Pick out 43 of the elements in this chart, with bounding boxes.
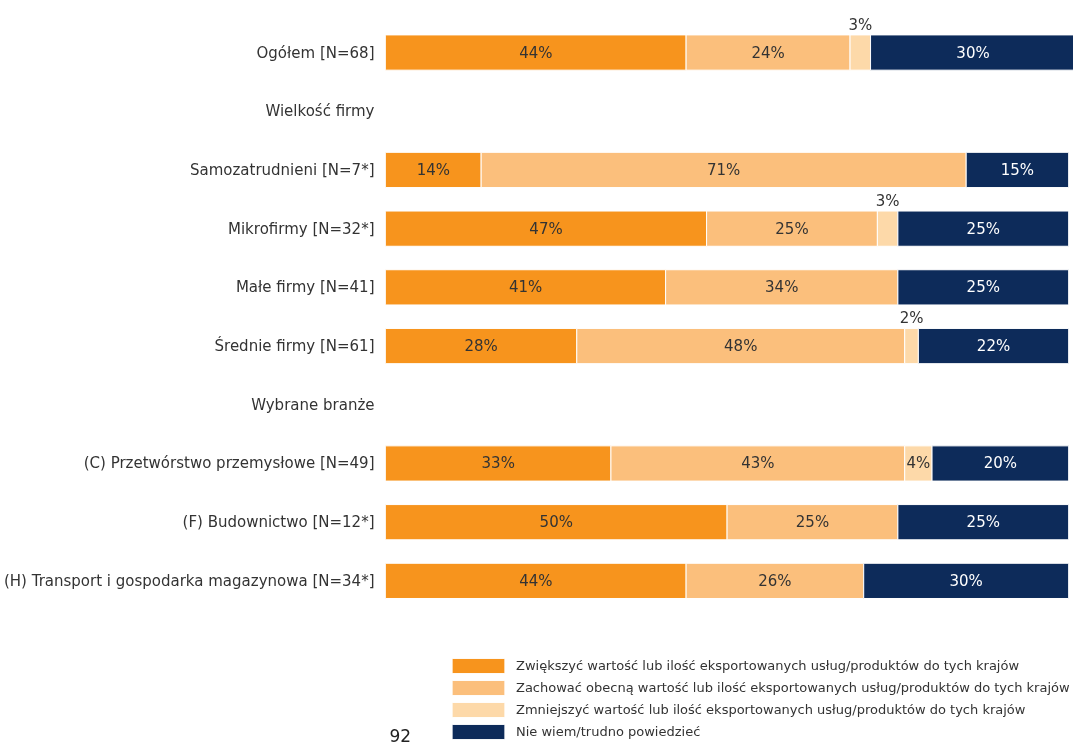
data-label: 34% — [765, 278, 799, 297]
data-label: 44% — [519, 571, 553, 590]
data-label: 3% — [848, 15, 873, 34]
data-label: 50% — [539, 513, 573, 532]
data-label: 4% — [906, 454, 931, 473]
legend-label: Zmniejszyć wartość lub ilość eksportowanych usług/produktów do tych krajów — [516, 702, 1026, 717]
data-label: 3% — [875, 192, 900, 211]
data-label: 25% — [966, 278, 1000, 297]
y-tick-label: Ogółem [N=68] — [256, 43, 375, 62]
data-label: 44% — [519, 43, 553, 62]
data-label: 28% — [464, 337, 498, 356]
data-label: 71% — [707, 160, 741, 179]
data-label: 43% — [741, 454, 775, 473]
data-label: 25% — [966, 219, 1000, 238]
y-tick-label: Średnie firmy [N=61] — [214, 336, 375, 356]
data-label: 48% — [724, 337, 758, 356]
legend-label: Nie wiem/trudno powiedzieć — [516, 724, 701, 739]
data-label: 15% — [1000, 160, 1035, 179]
data-label: 33% — [481, 454, 515, 473]
legend-label: Zwiększyć wartość lub ilość eksportowanych usług/produktów do tych krajów — [516, 658, 1020, 673]
data-label: 24% — [751, 43, 785, 62]
data-label: 30% — [956, 43, 990, 62]
data-label: 2% — [899, 309, 924, 328]
data-label: 20% — [983, 454, 1018, 473]
y-tick-label: (C) Przetwórstwo przemysłowe [N=49] — [83, 454, 375, 473]
legend-label: Zachować obecną wartość lub ilość eksportowanych usług/produktów do tych krajów — [516, 680, 1070, 695]
y-tick-label: (F) Budownictwo [N=12*] — [182, 513, 375, 532]
data-label: 25% — [795, 513, 830, 532]
data-label: 25% — [775, 219, 809, 238]
data-label: 25% — [966, 513, 1000, 532]
y-tick-label: (H) Transport i gospodarka magazynowa [N=34*] — [3, 571, 375, 590]
text: 92 — [389, 725, 412, 746]
data-label: 26% — [758, 571, 792, 590]
data-label: 47% — [529, 219, 563, 238]
data-label: 14% — [416, 160, 450, 179]
y-tick-label: Mikrofirmy [N=32*] — [228, 219, 375, 238]
y-tick-label: Małe firmy [N=41] — [235, 278, 375, 297]
data-label: 41% — [508, 278, 543, 297]
y-tick-label: Wielkość firmy — [265, 102, 375, 121]
y-tick-label: Samozatrudnieni [N=7*] — [189, 160, 375, 179]
y-tick-label: Wybrane branże — [251, 395, 375, 414]
data-label: 30% — [949, 571, 983, 590]
data-label: 22% — [976, 337, 1011, 356]
